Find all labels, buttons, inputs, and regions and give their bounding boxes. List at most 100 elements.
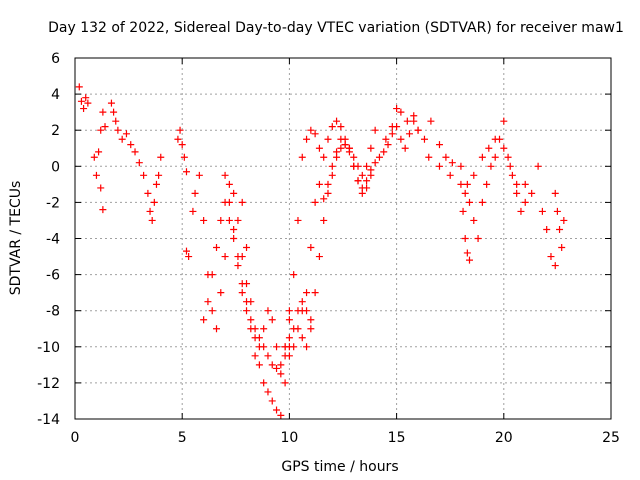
x-tick-label: 25 <box>602 430 620 446</box>
data-point <box>84 99 92 107</box>
data-point <box>485 144 493 152</box>
data-point <box>127 141 135 149</box>
data-point <box>213 244 221 252</box>
data-point <box>397 135 405 143</box>
data-point <box>260 379 268 387</box>
data-point <box>99 108 107 116</box>
data-point <box>496 135 504 143</box>
series-track-r <box>551 189 568 252</box>
data-point <box>185 253 193 261</box>
data-point <box>345 148 353 156</box>
data-point <box>230 225 238 233</box>
data-point <box>506 162 514 170</box>
data-point <box>521 198 529 206</box>
data-point <box>427 117 435 125</box>
data-point <box>294 216 302 224</box>
x-tick-label: 15 <box>388 430 406 446</box>
data-point <box>95 148 103 156</box>
data-point <box>273 364 281 372</box>
data-point <box>243 244 251 252</box>
data-point <box>234 253 242 261</box>
data-point <box>551 189 559 197</box>
data-point <box>298 307 306 315</box>
data-point <box>307 126 315 134</box>
data-point <box>221 171 229 179</box>
series-track-h <box>200 180 293 419</box>
data-point <box>178 141 186 149</box>
series-track-g <box>189 171 251 333</box>
data-point <box>508 171 516 179</box>
data-point <box>521 180 529 188</box>
data-point <box>221 253 229 261</box>
data-point <box>341 141 349 149</box>
series-track-e <box>174 126 190 176</box>
data-point <box>303 135 311 143</box>
data-point <box>478 198 486 206</box>
data-point <box>459 207 467 215</box>
data-point <box>208 307 216 315</box>
data-point <box>176 126 184 134</box>
data-point <box>122 130 130 138</box>
data-point <box>320 153 328 161</box>
data-point <box>558 244 566 252</box>
data-point <box>114 126 122 134</box>
data-point <box>463 249 471 257</box>
x-tick-label: 20 <box>495 430 513 446</box>
data-point <box>107 99 115 107</box>
data-point <box>388 130 396 138</box>
data-point <box>303 289 311 297</box>
data-point <box>264 307 272 315</box>
data-point <box>281 343 289 351</box>
data-point <box>367 166 375 174</box>
data-point <box>470 171 478 179</box>
data-point <box>324 189 332 197</box>
y-tick-label: -4 <box>46 232 60 248</box>
data-point <box>500 117 508 125</box>
data-point <box>388 123 396 131</box>
y-tick-label: 6 <box>51 51 60 67</box>
data-point <box>251 334 259 342</box>
data-point <box>528 189 536 197</box>
data-point <box>384 141 392 149</box>
data-point <box>328 123 336 131</box>
data-point <box>213 325 221 333</box>
data-point <box>268 361 276 369</box>
data-point <box>513 189 521 197</box>
data-point <box>260 325 268 333</box>
data-point <box>234 216 242 224</box>
data-point <box>273 343 281 351</box>
data-point <box>182 247 190 255</box>
data-point <box>448 159 456 167</box>
series-track-d <box>107 99 165 224</box>
data-point <box>234 262 242 270</box>
data-point <box>425 153 433 161</box>
data-point <box>414 126 422 134</box>
x-tick-label: 0 <box>71 430 80 446</box>
data-point <box>500 144 508 152</box>
data-point <box>238 280 246 288</box>
data-point <box>180 153 188 161</box>
x-tick-label: 10 <box>280 430 298 446</box>
data-point <box>397 108 405 116</box>
data-point <box>155 171 163 179</box>
data-point <box>333 117 341 125</box>
data-point <box>247 316 255 324</box>
data-point <box>251 352 259 360</box>
series-track-b <box>90 108 109 179</box>
data-point <box>311 198 319 206</box>
series-track-i <box>221 171 315 372</box>
data-point <box>328 162 336 170</box>
data-point <box>463 180 471 188</box>
data-point <box>307 325 315 333</box>
data-point <box>82 94 90 102</box>
data-point <box>363 162 371 170</box>
plot-border <box>74 57 612 420</box>
data-point <box>465 256 473 264</box>
data-point <box>157 153 165 161</box>
data-point <box>337 123 345 131</box>
data-point <box>77 97 85 105</box>
data-point <box>182 168 190 176</box>
data-point <box>247 298 255 306</box>
data-point <box>350 162 358 170</box>
y-tick-label: 0 <box>51 159 60 175</box>
